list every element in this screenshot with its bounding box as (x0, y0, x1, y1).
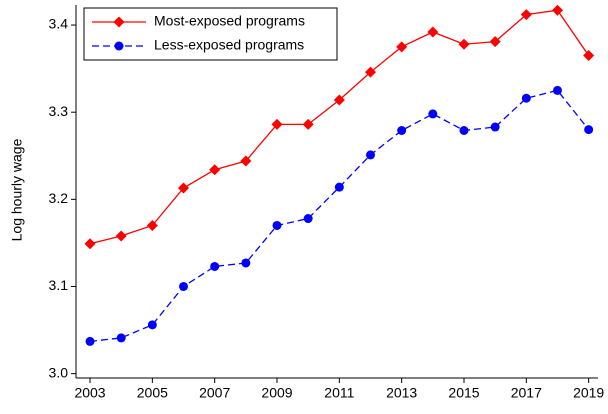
legend-label: Most-exposed programs (154, 13, 305, 29)
marker (489, 36, 501, 48)
series-line (89, 89, 590, 343)
marker (551, 4, 563, 16)
marker (147, 320, 157, 330)
marker (552, 85, 562, 95)
marker (240, 155, 252, 167)
x-tick-label: 2009 (261, 385, 292, 401)
marker (210, 261, 220, 271)
x-tick-label: 2007 (199, 385, 230, 401)
marker (583, 50, 595, 62)
marker (271, 118, 283, 130)
marker (521, 93, 531, 103)
marker (272, 220, 282, 230)
legend-marker (113, 16, 125, 28)
marker (179, 281, 189, 291)
marker (116, 333, 126, 343)
y-tick-label: 3.4 (49, 16, 69, 32)
x-tick-label: 2019 (573, 385, 604, 401)
y-tick-label: 3.3 (49, 103, 69, 119)
marker (520, 9, 532, 21)
marker (178, 182, 190, 194)
marker (459, 125, 469, 135)
marker (365, 66, 377, 78)
marker (584, 125, 594, 135)
marker (458, 38, 470, 50)
x-tick-label: 2015 (448, 385, 479, 401)
y-axis-label: Log hourly wage (9, 138, 25, 241)
marker (241, 258, 251, 268)
marker (209, 164, 221, 176)
y-tick-label: 3.1 (49, 277, 69, 293)
marker (302, 118, 314, 130)
marker (146, 219, 158, 231)
legend-label: Less-exposed programs (154, 37, 304, 53)
marker (115, 230, 127, 242)
marker (333, 94, 345, 106)
marker (490, 122, 500, 132)
marker (85, 336, 95, 346)
marker (84, 238, 96, 250)
x-tick-label: 2005 (137, 385, 168, 401)
marker (396, 41, 408, 53)
x-tick-label: 2011 (324, 385, 354, 401)
y-tick-label: 3.0 (49, 364, 69, 380)
marker (427, 26, 439, 38)
marker (397, 125, 407, 135)
marker (428, 109, 438, 119)
x-tick-label: 2013 (386, 385, 417, 401)
legend-marker (114, 41, 124, 51)
x-tick-label: 2017 (511, 385, 542, 401)
y-tick-label: 3.2 (49, 190, 69, 206)
x-tick-label: 2003 (74, 385, 105, 401)
marker (366, 150, 376, 160)
marker (303, 214, 313, 224)
legend-box (83, 7, 338, 61)
marker (334, 182, 344, 192)
